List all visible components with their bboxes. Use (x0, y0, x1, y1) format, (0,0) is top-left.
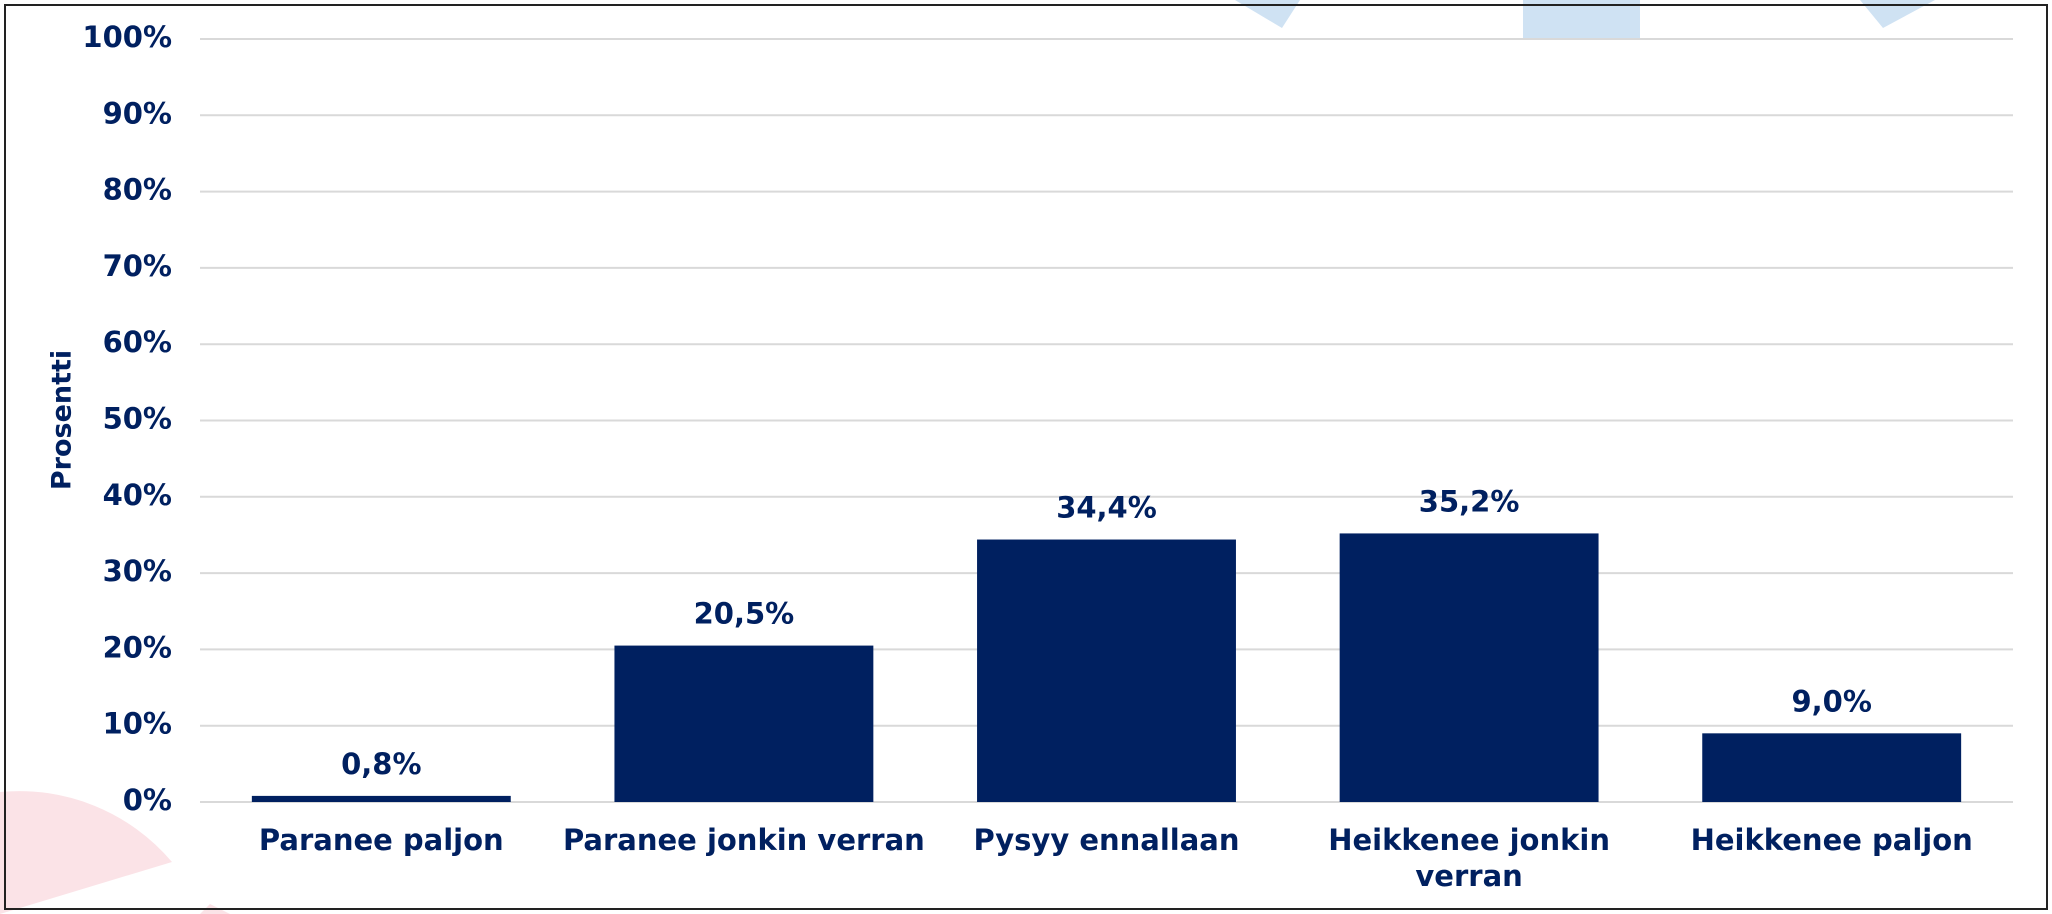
bar (251, 795, 511, 802)
value-label: 0,8% (341, 747, 421, 781)
x-tick-label-box: Heikkenee jonkin verran (1328, 823, 1610, 893)
x-tick-label-box: Heikkenee paljon (1690, 823, 1973, 857)
value-label: 35,2% (1419, 484, 1520, 518)
x-tick-label: Paranee paljon (258, 823, 504, 857)
decoration (0, 0, 1935, 914)
y-tick-label: 20% (103, 630, 172, 664)
x-tick-label: Paranee jonkin verran (562, 823, 925, 857)
y-tick-label: 40% (103, 478, 172, 512)
y-tick-label: 100% (82, 20, 172, 54)
x-tick-label: Pysyy ennallaan (973, 823, 1240, 857)
y-tick-label: 0% (123, 783, 172, 817)
x-tick-label: Heikkenee jonkin verran (1328, 823, 1610, 893)
frame (4, 4, 2048, 910)
bar (977, 539, 1236, 802)
x-tick-label-box: Paranee paljon (258, 823, 504, 857)
y-axis-label: Prosentti (47, 350, 78, 490)
x-tick-label: Heikkenee paljon (1690, 823, 1973, 857)
y-tick-label: 10% (103, 707, 172, 741)
y-tick-label: 30% (103, 554, 172, 588)
y-tick-label: 80% (103, 173, 172, 207)
y-tick-label: 50% (103, 402, 172, 436)
value-label: 34,4% (1056, 491, 1157, 525)
bar (1339, 533, 1599, 802)
y-tick-label: 90% (103, 96, 172, 130)
x-tick-label-box: Pysyy ennallaan (973, 823, 1240, 857)
value-label: 20,5% (694, 597, 795, 631)
x-tick-label-box: Paranee jonkin verran (562, 823, 925, 857)
y-tick-label: 70% (103, 249, 172, 283)
bar (614, 645, 874, 802)
y-tick-label: 60% (103, 325, 172, 359)
bar (1702, 733, 1962, 802)
value-label: 9,0% (1791, 684, 1871, 718)
